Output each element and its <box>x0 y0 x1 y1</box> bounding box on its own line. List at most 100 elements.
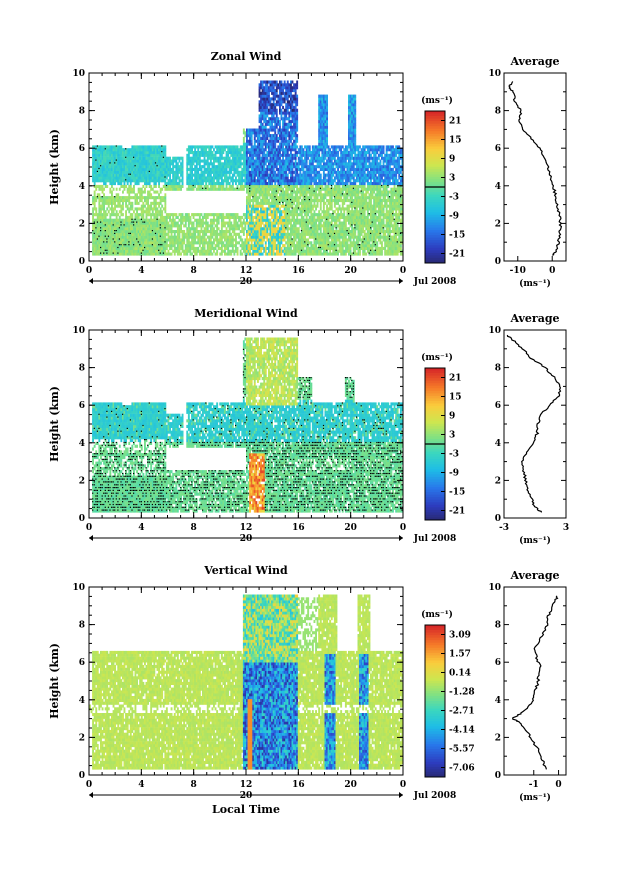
heatmap-cell <box>114 202 116 205</box>
heatmap-cell <box>296 126 298 129</box>
heatmap-cell <box>290 247 292 250</box>
heatmap-cell <box>265 244 267 247</box>
heatmap-cell <box>191 165 193 168</box>
heatmap-cell <box>296 86 298 89</box>
heatmap-cell <box>155 199 157 202</box>
heatmap-cell <box>246 219 248 222</box>
heatmap-cell <box>204 247 206 250</box>
heatmap-cell <box>281 241 283 244</box>
heatmap-cell <box>299 196 301 199</box>
heatmap-cell <box>194 233 196 236</box>
heatmap-cell <box>128 199 130 202</box>
heatmap-cell <box>295 89 297 92</box>
heatmap-cell <box>241 253 243 256</box>
heatmap-cell <box>105 216 107 219</box>
heatmap-cell <box>287 151 289 154</box>
heatmap-cell <box>174 244 176 247</box>
heatmap-cell <box>125 210 127 213</box>
heatmap-cell <box>251 140 253 143</box>
heatmap-cell <box>277 224 279 227</box>
heatmap-cell <box>161 210 163 213</box>
heatmap-cell <box>185 224 187 227</box>
heatmap-cell <box>222 213 224 216</box>
heatmap-cell <box>146 185 148 188</box>
heatmap-cell <box>266 106 268 109</box>
heatmap-cell <box>295 157 297 160</box>
heatmap-cell <box>201 168 203 171</box>
heatmap-cell <box>109 216 111 219</box>
heatmap-cell <box>315 244 317 247</box>
heatmap-cell <box>166 241 168 244</box>
heatmap-cell <box>186 165 188 168</box>
heatmap-cell <box>279 151 281 154</box>
heatmap-cell <box>146 216 148 219</box>
heatmap-cell <box>232 182 234 185</box>
heatmap-cells <box>92 81 403 256</box>
heatmap-cell <box>241 238 243 241</box>
heatmap-cell <box>296 193 298 196</box>
heatmap-cell <box>212 244 214 247</box>
heatmap-cell <box>285 137 287 140</box>
heatmap-cell <box>221 247 223 250</box>
heatmap-cell <box>207 222 209 225</box>
heatmap-cell <box>255 193 257 196</box>
heatmap-cell <box>180 253 182 256</box>
heatmap-cell <box>193 162 195 165</box>
heatmap-cell <box>215 247 217 250</box>
heatmap-cell <box>287 81 289 84</box>
heatmap-cell <box>265 117 267 120</box>
heatmap-cell <box>161 213 163 216</box>
heatmap-cell <box>237 145 239 148</box>
heatmap-cell <box>164 230 166 233</box>
heatmap-cell <box>281 114 283 117</box>
heatmap-cell <box>179 233 181 236</box>
heatmap-cell <box>196 227 198 230</box>
heatmap-cell <box>226 168 228 171</box>
heatmap-cell <box>295 131 297 134</box>
heatmap-cell <box>276 81 278 84</box>
heatmap-cell <box>186 253 188 256</box>
heatmap-cell <box>298 165 300 168</box>
heatmap-cell <box>182 213 184 216</box>
heatmap-cell <box>262 241 264 244</box>
heatmap-cell <box>204 236 206 239</box>
heatmap-cell <box>295 253 297 256</box>
heatmap-cell <box>263 151 265 154</box>
heatmap-cell <box>111 193 113 196</box>
heatmap-cell <box>218 244 220 247</box>
heatmap-cell <box>106 213 108 216</box>
heatmap-cell <box>182 162 184 165</box>
heatmap-cell <box>266 137 268 140</box>
heatmap-cell <box>252 157 254 160</box>
heatmap-cell <box>106 185 108 188</box>
heatmap-cell <box>290 92 292 95</box>
heatmap-cell <box>212 151 214 154</box>
heatmap-cell <box>182 222 184 225</box>
heatmap-cell <box>218 179 220 182</box>
heatmap-cell <box>268 95 270 98</box>
heatmap-cell <box>292 168 294 171</box>
heatmap-cell <box>232 241 234 244</box>
heatmap-cell <box>229 157 231 160</box>
heatmap-cell <box>292 205 294 208</box>
heatmap-cell <box>265 126 267 129</box>
heatmap-cell <box>265 162 267 165</box>
heatmap-cell <box>166 176 168 179</box>
heatmap-cell <box>254 143 256 146</box>
heatmap-cell <box>150 216 152 219</box>
heatmap-cell <box>221 227 223 230</box>
heatmap-cell <box>138 182 140 185</box>
heatmap-cell <box>237 250 239 253</box>
heatmap-cell <box>128 210 130 213</box>
heatmap-cell <box>171 227 173 230</box>
heatmap-cell <box>188 224 190 227</box>
heatmap-cell <box>157 191 159 194</box>
heatmap-cell <box>274 241 276 244</box>
heatmap-cell <box>171 253 173 256</box>
heatmap-cell <box>314 210 316 213</box>
heatmap-cell <box>296 171 298 174</box>
heatmap-cell <box>122 191 124 194</box>
heatmap-cell <box>292 103 294 106</box>
heatmap-cell <box>296 109 298 112</box>
heatmap-cell <box>171 233 173 236</box>
